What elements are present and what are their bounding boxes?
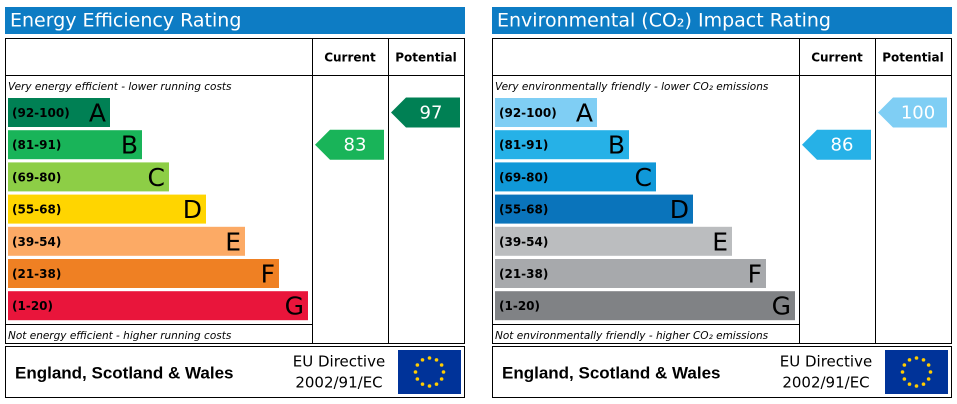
footer-frame — [492, 346, 952, 398]
band-letter: D — [183, 195, 202, 224]
band-range: (69-80) — [499, 170, 548, 184]
bottom-note: Not environmentally friendly - higher CO… — [495, 330, 769, 342]
bottom-note: Not energy efficient - higher running co… — [8, 330, 232, 342]
band-range: (1-20) — [12, 299, 53, 313]
eu-star — [928, 370, 933, 374]
potential-rating: 97 — [420, 103, 443, 124]
band-letter: A — [89, 99, 106, 128]
band-letter: F — [748, 260, 762, 289]
band-range: (21-38) — [12, 267, 61, 281]
band-letter: G — [285, 292, 304, 321]
region: England, Scotland & Wales — [15, 363, 234, 382]
current-rating: 83 — [344, 135, 367, 156]
band-bar — [495, 291, 795, 321]
current-arrow — [802, 129, 871, 160]
band-bar — [495, 98, 597, 127]
band-letter: C — [635, 163, 652, 192]
directive: EU Directive — [780, 353, 872, 371]
band-range: (39-54) — [12, 235, 61, 249]
eu-star — [907, 382, 912, 386]
band-bar — [495, 194, 693, 224]
top-note: Very energy efficient - lower running co… — [8, 81, 232, 93]
eu-star — [434, 358, 439, 362]
eu-star — [415, 377, 420, 381]
eu-star — [420, 358, 425, 362]
eu-star — [434, 382, 439, 386]
eu-star — [907, 358, 912, 362]
eu-star — [914, 356, 919, 360]
band-letter: E — [225, 227, 241, 256]
band-range: (55-68) — [499, 203, 548, 217]
band-letter: G — [772, 292, 791, 321]
panel-title: Environmental (CO₂) Impact Rating — [497, 10, 831, 32]
footer-frame — [5, 346, 465, 398]
band-bar — [8, 226, 245, 256]
eu-star — [439, 377, 444, 381]
band-bar — [8, 291, 308, 321]
band-letter: A — [576, 99, 593, 128]
band-range: (92-100) — [499, 106, 557, 120]
potential-header: Potential — [395, 51, 457, 65]
directive-code: 2002/91/EC — [295, 374, 382, 392]
eu-star — [427, 384, 432, 388]
eu-star — [902, 377, 907, 381]
table-frame — [5, 38, 465, 344]
band-range: (69-80) — [12, 170, 61, 184]
band-bar — [495, 226, 732, 256]
current-header: Current — [324, 51, 376, 65]
band-range: (92-100) — [12, 106, 70, 120]
eu-star — [926, 363, 931, 367]
band-bar — [495, 162, 656, 192]
panel-title: Energy Efficiency Rating — [10, 10, 241, 32]
band-range: (39-54) — [499, 235, 548, 249]
potential-arrow — [878, 97, 947, 128]
eu-star — [902, 363, 907, 367]
band-range: (21-38) — [499, 267, 548, 281]
band-bar — [8, 259, 279, 288]
band-bar — [8, 194, 206, 224]
table-frame — [492, 38, 952, 344]
eu-star — [420, 382, 425, 386]
band-letter: C — [148, 163, 165, 192]
band-letter: E — [712, 227, 728, 256]
potential-arrow — [391, 97, 460, 128]
band-bar — [8, 130, 142, 160]
band-range: (55-68) — [12, 203, 61, 217]
top-note: Very environmentally friendly - lower CO… — [495, 81, 769, 93]
eu-star — [900, 370, 905, 374]
directive-code: 2002/91/EC — [782, 374, 869, 392]
eu-star — [914, 384, 919, 388]
title-bar — [492, 7, 952, 34]
eu-star — [921, 358, 926, 362]
eu-star — [926, 377, 931, 381]
current-arrow — [315, 129, 384, 160]
band-bar — [8, 162, 169, 192]
band-bar — [495, 259, 766, 288]
directive: EU Directive — [293, 353, 385, 371]
band-bar — [495, 130, 629, 160]
eu-star — [441, 370, 446, 374]
eu-star — [439, 363, 444, 367]
current-header: Current — [811, 51, 863, 65]
band-range: (81-91) — [499, 138, 548, 152]
eu-star — [427, 356, 432, 360]
region: England, Scotland & Wales — [502, 363, 721, 382]
band-letter: D — [670, 195, 689, 224]
potential-header: Potential — [882, 51, 944, 65]
band-range: (1-20) — [499, 299, 540, 313]
eu-star — [415, 363, 420, 367]
band-letter: B — [608, 131, 625, 160]
band-range: (81-91) — [12, 138, 61, 152]
potential-rating: 100 — [901, 103, 935, 124]
band-letter: F — [261, 260, 275, 289]
current-rating: 86 — [831, 135, 854, 156]
band-letter: B — [121, 131, 138, 160]
band-bar — [8, 98, 110, 127]
title-bar — [5, 7, 465, 34]
eu-star — [413, 370, 418, 374]
eu-star — [921, 382, 926, 386]
